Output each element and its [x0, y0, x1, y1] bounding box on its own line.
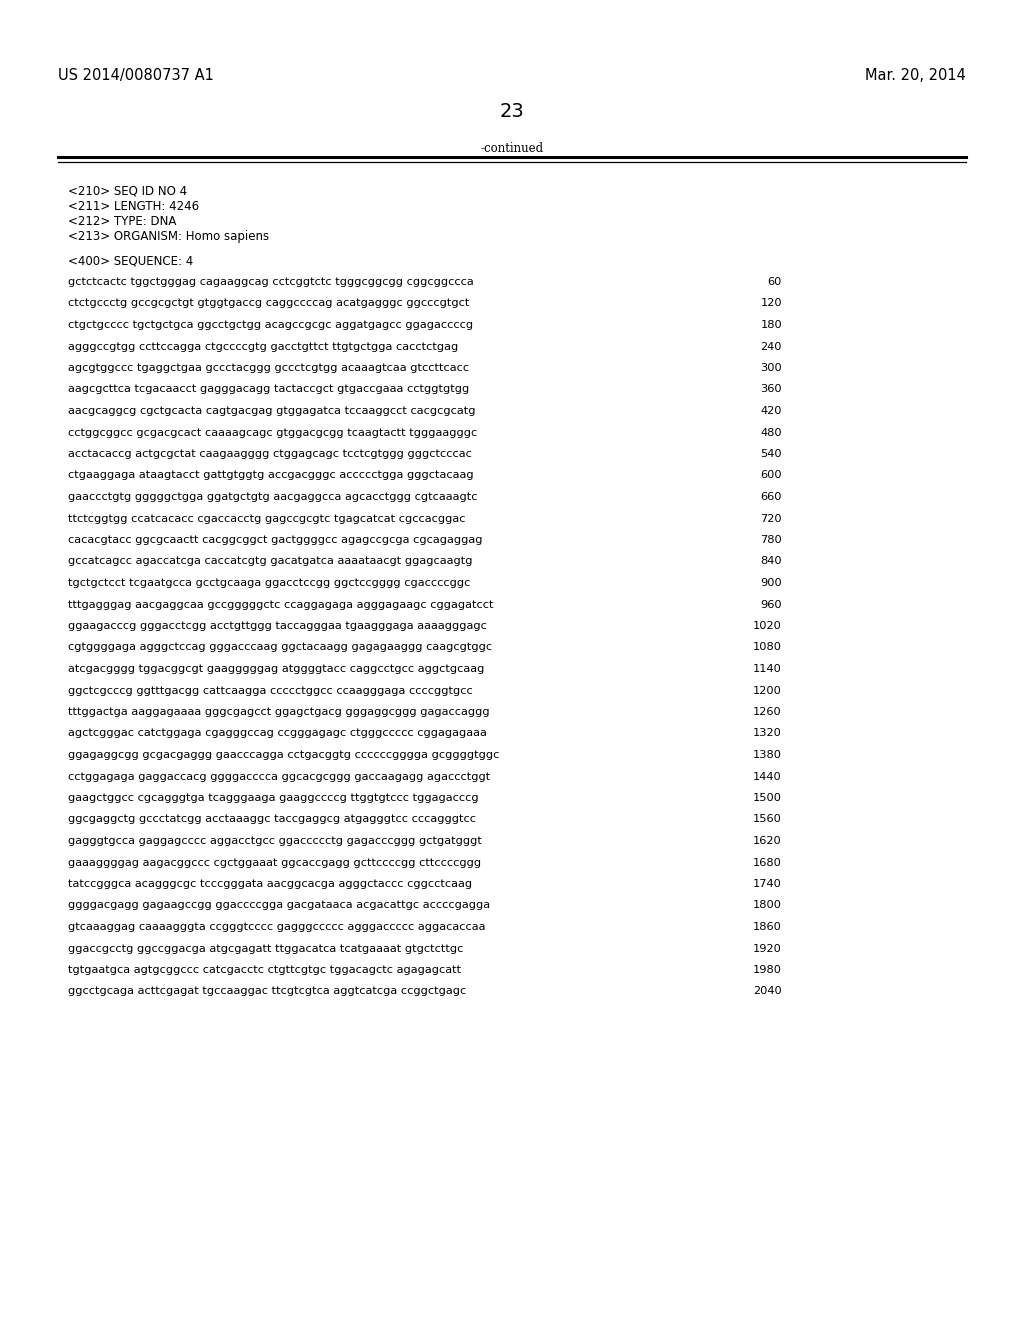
Text: 60: 60	[768, 277, 782, 286]
Text: 1260: 1260	[754, 708, 782, 717]
Text: <213> ORGANISM: Homo sapiens: <213> ORGANISM: Homo sapiens	[68, 230, 269, 243]
Text: 1980: 1980	[753, 965, 782, 975]
Text: 1740: 1740	[753, 879, 782, 888]
Text: 1800: 1800	[753, 900, 782, 911]
Text: 1140: 1140	[753, 664, 782, 675]
Text: 180: 180	[760, 319, 782, 330]
Text: cctggagaga gaggaccacg ggggacccca ggcacgcggg gaccaagagg agaccctggt: cctggagaga gaggaccacg ggggacccca ggcacgc…	[68, 771, 490, 781]
Text: tgtgaatgca agtgcggccc catcgacctc ctgttcgtgc tggacagctc agagagcatt: tgtgaatgca agtgcggccc catcgacctc ctgttcg…	[68, 965, 461, 975]
Text: US 2014/0080737 A1: US 2014/0080737 A1	[58, 69, 214, 83]
Text: ggcgaggctg gccctatcgg acctaaaggc taccgaggcg atgagggtcc cccagggtcc: ggcgaggctg gccctatcgg acctaaaggc taccgag…	[68, 814, 476, 825]
Text: aacgcaggcg cgctgcacta cagtgacgag gtggagatca tccaaggcct cacgcgcatg: aacgcaggcg cgctgcacta cagtgacgag gtggaga…	[68, 407, 475, 416]
Text: 360: 360	[761, 384, 782, 395]
Text: aagcgcttca tcgacaacct gagggacagg tactaccgct gtgaccgaaa cctggtgtgg: aagcgcttca tcgacaacct gagggacagg tactacc…	[68, 384, 469, 395]
Text: tttggactga aaggagaaaa gggcgagcct ggagctgacg gggaggcggg gagaccaggg: tttggactga aaggagaaaa gggcgagcct ggagctg…	[68, 708, 489, 717]
Text: ttctcggtgg ccatcacacc cgaccacctg gagccgcgtc tgagcatcat cgccacggac: ttctcggtgg ccatcacacc cgaccacctg gagccgc…	[68, 513, 466, 524]
Text: gctctcactc tggctgggag cagaaggcag cctcggtctc tgggcggcgg cggcggccca: gctctcactc tggctgggag cagaaggcag cctcggt…	[68, 277, 474, 286]
Text: atcgacgggg tggacggcgt gaagggggag atggggtacc caggcctgcc aggctgcaag: atcgacgggg tggacggcgt gaagggggag atggggt…	[68, 664, 484, 675]
Text: agcgtggccc tgaggctgaa gccctacggg gccctcgtgg acaaagtcaa gtccttcacc: agcgtggccc tgaggctgaa gccctacggg gccctcg…	[68, 363, 469, 374]
Text: 1380: 1380	[753, 750, 782, 760]
Text: cacacgtacc ggcgcaactt cacggcggct gactggggcc agagccgcga cgcagaggag: cacacgtacc ggcgcaactt cacggcggct gactggg…	[68, 535, 482, 545]
Text: 780: 780	[760, 535, 782, 545]
Text: 1560: 1560	[753, 814, 782, 825]
Text: 1620: 1620	[754, 836, 782, 846]
Text: gtcaaaggag caaaagggta ccgggtcccc gagggccccc agggaccccc aggacaccaa: gtcaaaggag caaaagggta ccgggtcccc gagggcc…	[68, 921, 485, 932]
Text: gaaccctgtg gggggctgga ggatgctgtg aacgaggcca agcacctggg cgtcaaagtc: gaaccctgtg gggggctgga ggatgctgtg aacgagg…	[68, 492, 477, 502]
Text: tttgagggag aacgaggcaa gccgggggctc ccaggagaga agggagaagc cggagatcct: tttgagggag aacgaggcaa gccgggggctc ccagga…	[68, 599, 494, 610]
Text: <211> LENGTH: 4246: <211> LENGTH: 4246	[68, 201, 199, 213]
Text: 960: 960	[761, 599, 782, 610]
Text: 1920: 1920	[753, 944, 782, 953]
Text: 1200: 1200	[753, 685, 782, 696]
Text: gccatcagcc agaccatcga caccatcgtg gacatgatca aaaataacgt ggagcaagtg: gccatcagcc agaccatcga caccatcgtg gacatga…	[68, 557, 472, 566]
Text: 240: 240	[761, 342, 782, 351]
Text: agctcgggac catctggaga cgagggccag ccgggagagc ctgggccccc cggagagaaa: agctcgggac catctggaga cgagggccag ccgggag…	[68, 729, 486, 738]
Text: <210> SEQ ID NO 4: <210> SEQ ID NO 4	[68, 185, 187, 198]
Text: tgctgctcct tcgaatgcca gcctgcaaga ggacctccgg ggctccgggg cgaccccggc: tgctgctcct tcgaatgcca gcctgcaaga ggacctc…	[68, 578, 470, 587]
Text: gaaaggggag aagacggccc cgctggaaat ggcaccgagg gcttccccgg cttccccggg: gaaaggggag aagacggccc cgctggaaat ggcaccg…	[68, 858, 481, 867]
Text: ggaagacccg gggacctcgg acctgttggg taccagggaa tgaagggaga aaaagggagc: ggaagacccg gggacctcgg acctgttggg taccagg…	[68, 620, 486, 631]
Text: 1440: 1440	[754, 771, 782, 781]
Text: gaagctggcc cgcagggtga tcagggaaga gaaggccccg ttggtgtccc tggagacccg: gaagctggcc cgcagggtga tcagggaaga gaaggcc…	[68, 793, 478, 803]
Text: 120: 120	[761, 298, 782, 309]
Text: <212> TYPE: DNA: <212> TYPE: DNA	[68, 215, 176, 228]
Text: ctctgccctg gccgcgctgt gtggtgaccg caggccccag acatgagggc ggcccgtgct: ctctgccctg gccgcgctgt gtggtgaccg caggccc…	[68, 298, 469, 309]
Text: -continued: -continued	[480, 143, 544, 154]
Text: tatccgggca acagggcgc tcccgggata aacggcacga agggctaccc cggcctcaag: tatccgggca acagggcgc tcccgggata aacggcac…	[68, 879, 472, 888]
Text: 1020: 1020	[753, 620, 782, 631]
Text: 1860: 1860	[753, 921, 782, 932]
Text: 23: 23	[500, 102, 524, 121]
Text: acctacaccg actgcgctat caagaagggg ctggagcagc tcctcgtggg gggctcccac: acctacaccg actgcgctat caagaagggg ctggagc…	[68, 449, 472, 459]
Text: agggccgtgg ccttccagga ctgccccgtg gacctgttct ttgtgctgga cacctctgag: agggccgtgg ccttccagga ctgccccgtg gacctgt…	[68, 342, 459, 351]
Text: ctgctgcccc tgctgctgca ggcctgctgg acagccgcgc aggatgagcc ggagaccccg: ctgctgcccc tgctgctgca ggcctgctgg acagccg…	[68, 319, 473, 330]
Text: 300: 300	[760, 363, 782, 374]
Text: 900: 900	[760, 578, 782, 587]
Text: 720: 720	[761, 513, 782, 524]
Text: 1080: 1080	[753, 643, 782, 652]
Text: 480: 480	[761, 428, 782, 437]
Text: gagggtgcca gaggagcccc aggacctgcc ggaccccctg gagacccggg gctgatgggt: gagggtgcca gaggagcccc aggacctgcc ggacccc…	[68, 836, 482, 846]
Text: ggggacgagg gagaagccgg ggaccccgga gacgataaca acgacattgc accccgagga: ggggacgagg gagaagccgg ggaccccgga gacgata…	[68, 900, 490, 911]
Text: 540: 540	[761, 449, 782, 459]
Text: 1500: 1500	[753, 793, 782, 803]
Text: 420: 420	[761, 407, 782, 416]
Text: ggctcgcccg ggtttgacgg cattcaagga ccccctggcc ccaagggaga ccccggtgcc: ggctcgcccg ggtttgacgg cattcaagga ccccctg…	[68, 685, 473, 696]
Text: 840: 840	[761, 557, 782, 566]
Text: cgtggggaga agggctccag gggacccaag ggctacaagg gagagaaggg caagcgtggc: cgtggggaga agggctccag gggacccaag ggctaca…	[68, 643, 493, 652]
Text: ggagaggcgg gcgacgaggg gaacccagga cctgacggtg ccccccgggga gcggggtggc: ggagaggcgg gcgacgaggg gaacccagga cctgacg…	[68, 750, 500, 760]
Text: 1680: 1680	[753, 858, 782, 867]
Text: 600: 600	[761, 470, 782, 480]
Text: 660: 660	[761, 492, 782, 502]
Text: Mar. 20, 2014: Mar. 20, 2014	[865, 69, 966, 83]
Text: ggaccgcctg ggccggacga atgcgagatt ttggacatca tcatgaaaat gtgctcttgc: ggaccgcctg ggccggacga atgcgagatt ttggaca…	[68, 944, 464, 953]
Text: 2040: 2040	[754, 986, 782, 997]
Text: ggcctgcaga acttcgagat tgccaaggac ttcgtcgtca aggtcatcga ccggctgagc: ggcctgcaga acttcgagat tgccaaggac ttcgtcg…	[68, 986, 466, 997]
Text: 1320: 1320	[753, 729, 782, 738]
Text: cctggcggcc gcgacgcact caaaagcagc gtggacgcgg tcaagtactt tgggaagggc: cctggcggcc gcgacgcact caaaagcagc gtggacg…	[68, 428, 477, 437]
Text: ctgaaggaga ataagtacct gattgtggtg accgacgggc accccctgga gggctacaag: ctgaaggaga ataagtacct gattgtggtg accgacg…	[68, 470, 474, 480]
Text: <400> SEQUENCE: 4: <400> SEQUENCE: 4	[68, 255, 194, 268]
